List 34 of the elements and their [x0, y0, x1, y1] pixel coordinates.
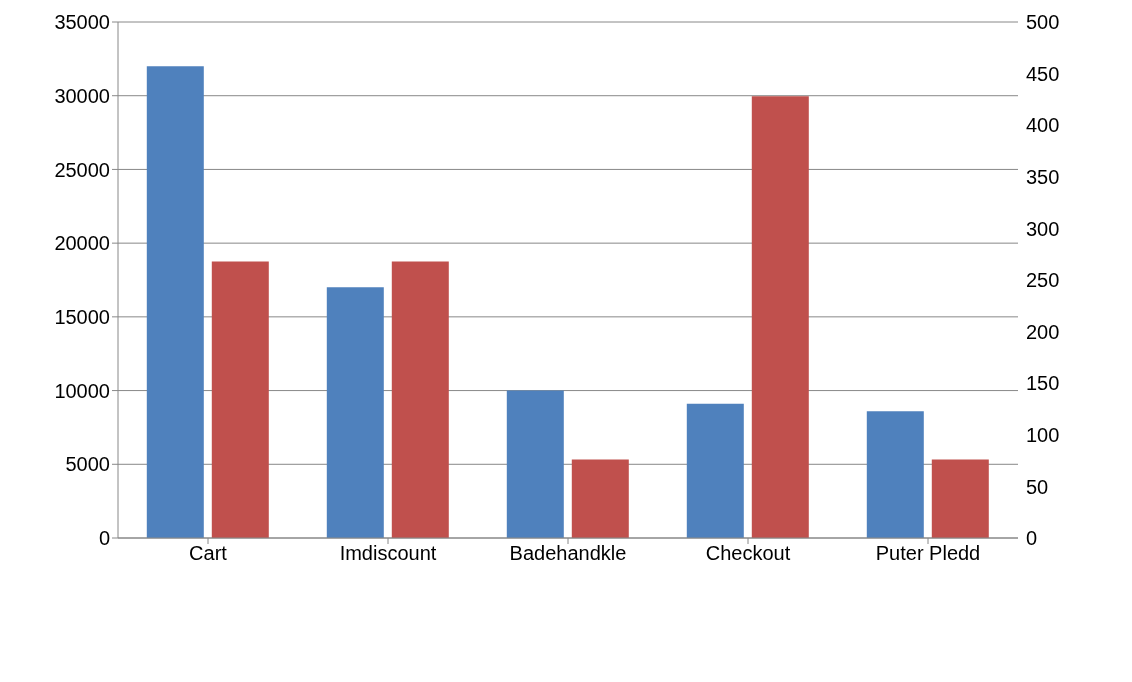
x-tick-label: Badehandkle [509, 542, 627, 565]
y2-tick-label: 450 [1026, 62, 1060, 85]
bar [211, 261, 269, 538]
y-tick-label: 10000 [54, 379, 110, 402]
y-tick-label: 15000 [54, 305, 110, 328]
y2-tick-label: 200 [1026, 320, 1060, 343]
y2-tick-label: 300 [1026, 217, 1060, 240]
y2-tick-label: 350 [1026, 165, 1060, 188]
x-tick-label: Cart [189, 542, 228, 565]
bar [931, 459, 989, 538]
y-tick-label: 20000 [54, 232, 110, 255]
y2-tick-label: 100 [1026, 423, 1060, 446]
x-tick-label: Puter Pledd [875, 542, 981, 565]
x-tick-label: Imdiscount [339, 542, 437, 565]
y-tick-label: 0 [98, 527, 110, 550]
bar [571, 459, 629, 538]
y2-tick-label: 150 [1026, 372, 1060, 395]
y2-tick-label: 250 [1026, 269, 1060, 292]
y-tick-label: 5000 [65, 453, 110, 476]
y-tick-label: 25000 [54, 158, 110, 181]
y2-tick-label: 500 [1026, 11, 1060, 34]
y2-tick-label: 0 [1026, 527, 1038, 550]
bar [326, 287, 384, 538]
y-tick-label: 35000 [54, 11, 110, 34]
bar [146, 66, 204, 538]
x-tick-label: Checkout [705, 542, 791, 565]
bar [506, 390, 564, 538]
y-tick-label: 30000 [54, 84, 110, 107]
y2-tick-label: 50 [1026, 475, 1049, 498]
y2-tick-label: 400 [1026, 114, 1060, 137]
bar [686, 403, 744, 538]
bar [391, 261, 449, 538]
bar [866, 411, 924, 538]
bar [751, 96, 809, 538]
